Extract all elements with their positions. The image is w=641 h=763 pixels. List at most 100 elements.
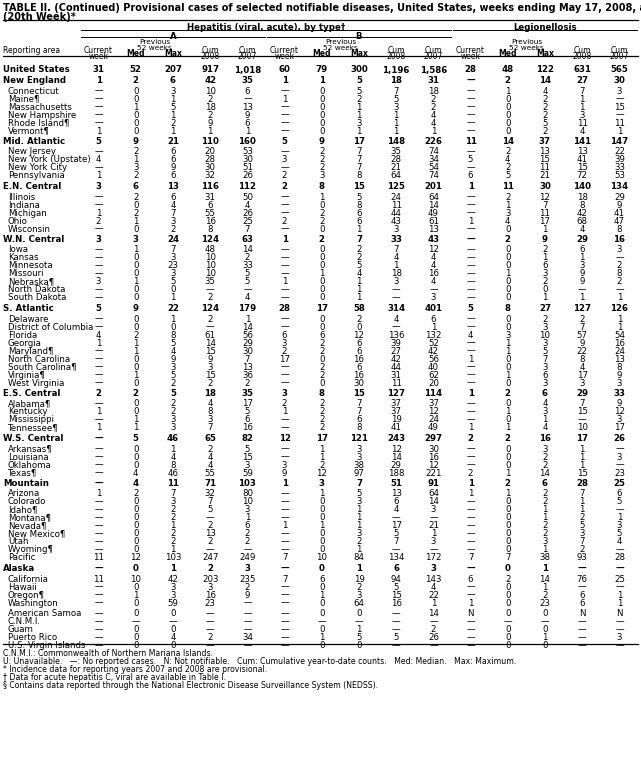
Text: 2: 2 xyxy=(319,156,324,165)
Text: —: — xyxy=(354,617,363,626)
Text: —: — xyxy=(94,468,103,478)
Text: —: — xyxy=(392,323,401,331)
Text: 3: 3 xyxy=(171,582,176,591)
Text: 51: 51 xyxy=(242,163,253,172)
Text: 9: 9 xyxy=(282,468,287,478)
Text: —: — xyxy=(243,625,252,634)
Text: 8: 8 xyxy=(208,224,213,233)
Text: 0: 0 xyxy=(319,86,324,95)
Text: —: — xyxy=(243,617,252,626)
Text: 3: 3 xyxy=(133,235,139,244)
Text: 4: 4 xyxy=(431,278,436,286)
Text: 1: 1 xyxy=(431,530,436,539)
Text: 0: 0 xyxy=(505,546,510,555)
Text: 5: 5 xyxy=(394,530,399,539)
Text: 12: 12 xyxy=(279,434,290,443)
Text: —: — xyxy=(280,371,289,379)
Text: 0: 0 xyxy=(505,416,510,424)
Text: 3: 3 xyxy=(356,452,362,462)
Text: 1: 1 xyxy=(468,355,473,363)
Text: Mountain: Mountain xyxy=(3,479,49,488)
Text: —: — xyxy=(280,253,289,262)
Text: 15: 15 xyxy=(204,371,216,379)
Text: 4: 4 xyxy=(542,86,548,95)
Text: 1: 1 xyxy=(96,76,102,85)
Text: —: — xyxy=(94,416,103,424)
Text: 1: 1 xyxy=(356,285,362,295)
Text: 16: 16 xyxy=(353,371,365,379)
Text: 1: 1 xyxy=(579,497,585,507)
Text: 2: 2 xyxy=(208,521,213,530)
Text: 0: 0 xyxy=(319,497,324,507)
Text: North Dakota: North Dakota xyxy=(8,285,65,295)
Text: 0: 0 xyxy=(319,224,324,233)
Text: —: — xyxy=(280,314,289,324)
Text: 1: 1 xyxy=(171,546,176,555)
Text: 4: 4 xyxy=(505,217,510,226)
Text: 1: 1 xyxy=(96,423,101,433)
Text: —: — xyxy=(466,416,475,424)
Text: 11: 11 xyxy=(93,575,104,584)
Text: 0: 0 xyxy=(505,294,510,302)
Text: 43: 43 xyxy=(391,217,402,226)
Text: 14: 14 xyxy=(242,323,253,331)
Text: 5: 5 xyxy=(171,278,176,286)
Text: —: — xyxy=(466,163,475,172)
Text: 2: 2 xyxy=(505,389,511,398)
Text: Legionellosis: Legionellosis xyxy=(513,23,577,32)
Text: 33: 33 xyxy=(242,262,253,271)
Text: 6: 6 xyxy=(208,201,213,210)
Text: 2008: 2008 xyxy=(201,52,220,61)
Text: 7: 7 xyxy=(282,575,287,584)
Text: 2: 2 xyxy=(207,564,213,573)
Text: 6: 6 xyxy=(542,262,548,271)
Text: 48: 48 xyxy=(204,246,216,255)
Text: —: — xyxy=(94,362,103,372)
Text: 0: 0 xyxy=(133,86,138,95)
Text: 201: 201 xyxy=(424,182,442,191)
Text: 8: 8 xyxy=(319,182,325,191)
Text: 12: 12 xyxy=(428,407,439,417)
Text: Colorado: Colorado xyxy=(8,497,46,507)
Text: 6: 6 xyxy=(356,208,362,217)
Text: 28: 28 xyxy=(465,66,477,75)
Text: 1: 1 xyxy=(281,76,288,85)
Text: 8: 8 xyxy=(356,423,362,433)
Text: —: — xyxy=(578,617,587,626)
Text: 1: 1 xyxy=(356,513,362,523)
Text: 1: 1 xyxy=(467,479,474,488)
Text: 110: 110 xyxy=(201,137,219,146)
Text: 0: 0 xyxy=(171,641,176,650)
Text: 2: 2 xyxy=(319,423,324,433)
Text: 0: 0 xyxy=(171,625,176,634)
Text: 2: 2 xyxy=(356,537,362,546)
Text: 1: 1 xyxy=(171,314,176,324)
Text: Oklahoma: Oklahoma xyxy=(8,461,52,469)
Text: 15: 15 xyxy=(242,452,253,462)
Text: —: — xyxy=(243,641,252,650)
Text: 6: 6 xyxy=(356,346,362,356)
Text: 36: 36 xyxy=(242,371,253,379)
Text: 21: 21 xyxy=(391,163,402,172)
Text: —: — xyxy=(280,423,289,433)
Text: 2: 2 xyxy=(208,95,213,104)
Text: 12: 12 xyxy=(428,461,439,469)
Text: 1: 1 xyxy=(579,452,585,462)
Text: 1: 1 xyxy=(467,389,474,398)
Text: 24: 24 xyxy=(428,416,439,424)
Text: 13: 13 xyxy=(540,147,551,156)
Text: 0: 0 xyxy=(319,609,324,618)
Text: 64: 64 xyxy=(428,192,439,201)
Text: Current: Current xyxy=(456,46,485,55)
Text: 7: 7 xyxy=(356,235,362,244)
Text: —: — xyxy=(578,625,587,634)
Text: 3: 3 xyxy=(542,323,548,331)
Text: 14: 14 xyxy=(391,452,402,462)
Text: 1: 1 xyxy=(96,127,101,136)
Text: 30: 30 xyxy=(242,156,253,165)
Text: —: — xyxy=(94,201,103,210)
Text: —: — xyxy=(280,294,289,302)
Text: —: — xyxy=(169,617,178,626)
Text: —: — xyxy=(206,641,215,650)
Text: 2: 2 xyxy=(281,182,288,191)
